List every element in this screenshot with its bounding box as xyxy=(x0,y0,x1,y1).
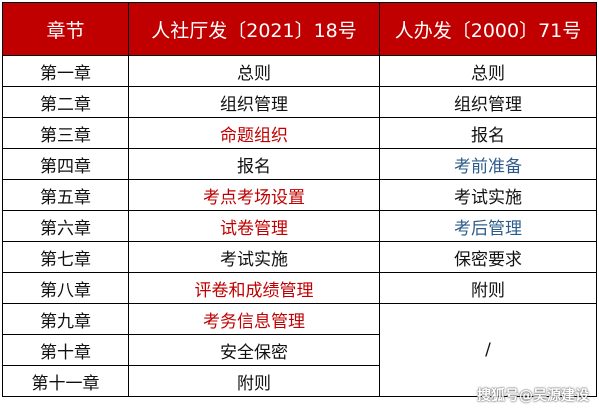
doc-2021-cell: 总则 xyxy=(128,55,380,87)
chapter-cell: 第四章 xyxy=(2,148,129,180)
table-row: 第十章 安全保密 xyxy=(2,334,597,366)
table-row: 第十一章 附则 xyxy=(2,365,597,397)
doc-2000-cell: 总则 xyxy=(379,55,597,87)
doc-2000-cell: 附则 xyxy=(379,272,597,304)
table-row: 第七章 考试实施 保密要求 xyxy=(2,241,597,273)
table-row: 第三章 命题组织 报名 xyxy=(2,117,597,149)
doc-2000-cell-removed: 考后管理 xyxy=(379,210,597,242)
table-row: 第一章 总则 总则 xyxy=(2,55,597,87)
chapter-cell: 第九章 xyxy=(2,303,129,335)
table-row: 第五章 考点考场设置 考试实施 xyxy=(2,179,597,211)
doc-2021-cell: 报名 xyxy=(128,148,380,180)
table-row: 第二章 组织管理 组织管理 xyxy=(2,86,597,118)
doc-2021-cell-new: 命题组织 xyxy=(128,117,380,149)
table-row: 第九章 考务信息管理 / xyxy=(2,303,597,397)
doc-2021-cell-new: 考务信息管理 xyxy=(128,303,380,335)
doc-2021-cell: 附则 xyxy=(128,365,380,397)
table-row: 第四章 报名 考前准备 xyxy=(2,148,597,180)
chapter-cell: 第五章 xyxy=(2,179,129,211)
header-doc-2000: 人办发〔2000〕71号 xyxy=(379,2,597,56)
chapter-cell: 第八章 xyxy=(2,272,129,304)
chapter-cell: 第十章 xyxy=(2,334,129,366)
table-header-row: 章节 人社厅发〔2021〕18号 人办发〔2000〕71号 xyxy=(2,2,597,56)
chapter-comparison-table: 章节 人社厅发〔2021〕18号 人办发〔2000〕71号 第一章 总则 总则 … xyxy=(2,2,597,397)
header-chapter: 章节 xyxy=(2,2,129,56)
chapter-cell: 第十一章 xyxy=(2,365,129,397)
table-row: 第八章 评卷和成绩管理 附则 xyxy=(2,272,597,304)
doc-2021-cell-new: 试卷管理 xyxy=(128,210,380,242)
chapter-cell: 第三章 xyxy=(2,117,129,149)
doc-2021-cell: 安全保密 xyxy=(128,334,380,366)
doc-2000-cell: 报名 xyxy=(379,117,597,149)
doc-2000-merged-cell: / xyxy=(379,303,597,397)
doc-2000-cell: 考试实施 xyxy=(379,179,597,211)
chapter-cell: 第二章 xyxy=(2,86,129,118)
doc-2000-cell-removed: 考前准备 xyxy=(379,148,597,180)
doc-2021-cell: 组织管理 xyxy=(128,86,380,118)
watermark: 搜狐号@吴源建设 xyxy=(477,388,589,404)
chapter-cell: 第七章 xyxy=(2,241,129,273)
table-row: 第六章 试卷管理 考后管理 xyxy=(2,210,597,242)
doc-2021-cell-new: 考点考场设置 xyxy=(128,179,380,211)
doc-2000-cell: 组织管理 xyxy=(379,86,597,118)
header-doc-2021: 人社厅发〔2021〕18号 xyxy=(128,2,380,56)
doc-2021-cell-new: 评卷和成绩管理 xyxy=(128,272,380,304)
doc-2021-cell: 考试实施 xyxy=(128,241,380,273)
chapter-cell: 第一章 xyxy=(2,55,129,87)
chapter-cell: 第六章 xyxy=(2,210,129,242)
doc-2000-cell: 保密要求 xyxy=(379,241,597,273)
